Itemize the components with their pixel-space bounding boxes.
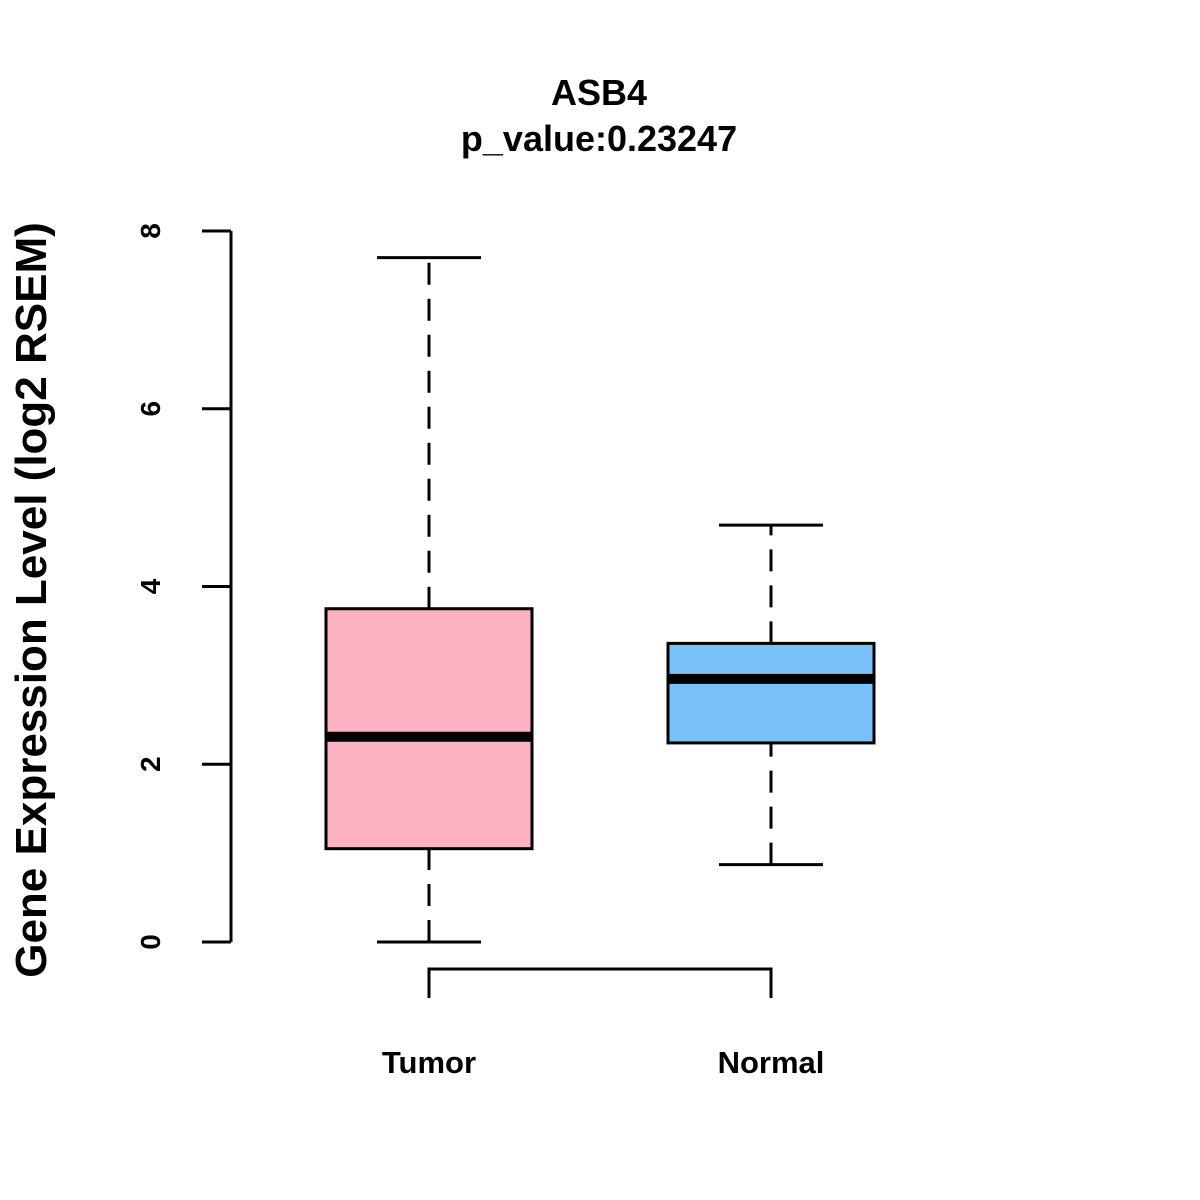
- comparison-bracket: [427, 967, 773, 998]
- y-tick-label: 2: [135, 756, 166, 772]
- chart-title: ASB4: [551, 72, 647, 113]
- y-tick-label: 6: [135, 401, 166, 417]
- y-axis: 0 2 4 6 8: [135, 223, 233, 950]
- iqr-box: [324, 607, 534, 851]
- category-labels: Tumor Normal: [382, 1045, 824, 1080]
- chart-subtitle: p_value:0.23247: [461, 118, 737, 159]
- bracket-line: [427, 967, 773, 998]
- y-tick-label: 4: [135, 578, 166, 594]
- y-tick-label: 8: [135, 223, 166, 239]
- box-normal: [666, 523, 876, 867]
- boxes: [324, 256, 876, 944]
- category-label-tumor: Tumor: [382, 1045, 476, 1080]
- y-axis-label: Gene Expression Level (log2 RSEM): [7, 222, 56, 978]
- iqr-box: [666, 641, 876, 745]
- category-label-normal: Normal: [718, 1045, 825, 1080]
- y-tick-label: 0: [135, 934, 166, 950]
- box-tumor: [324, 256, 534, 944]
